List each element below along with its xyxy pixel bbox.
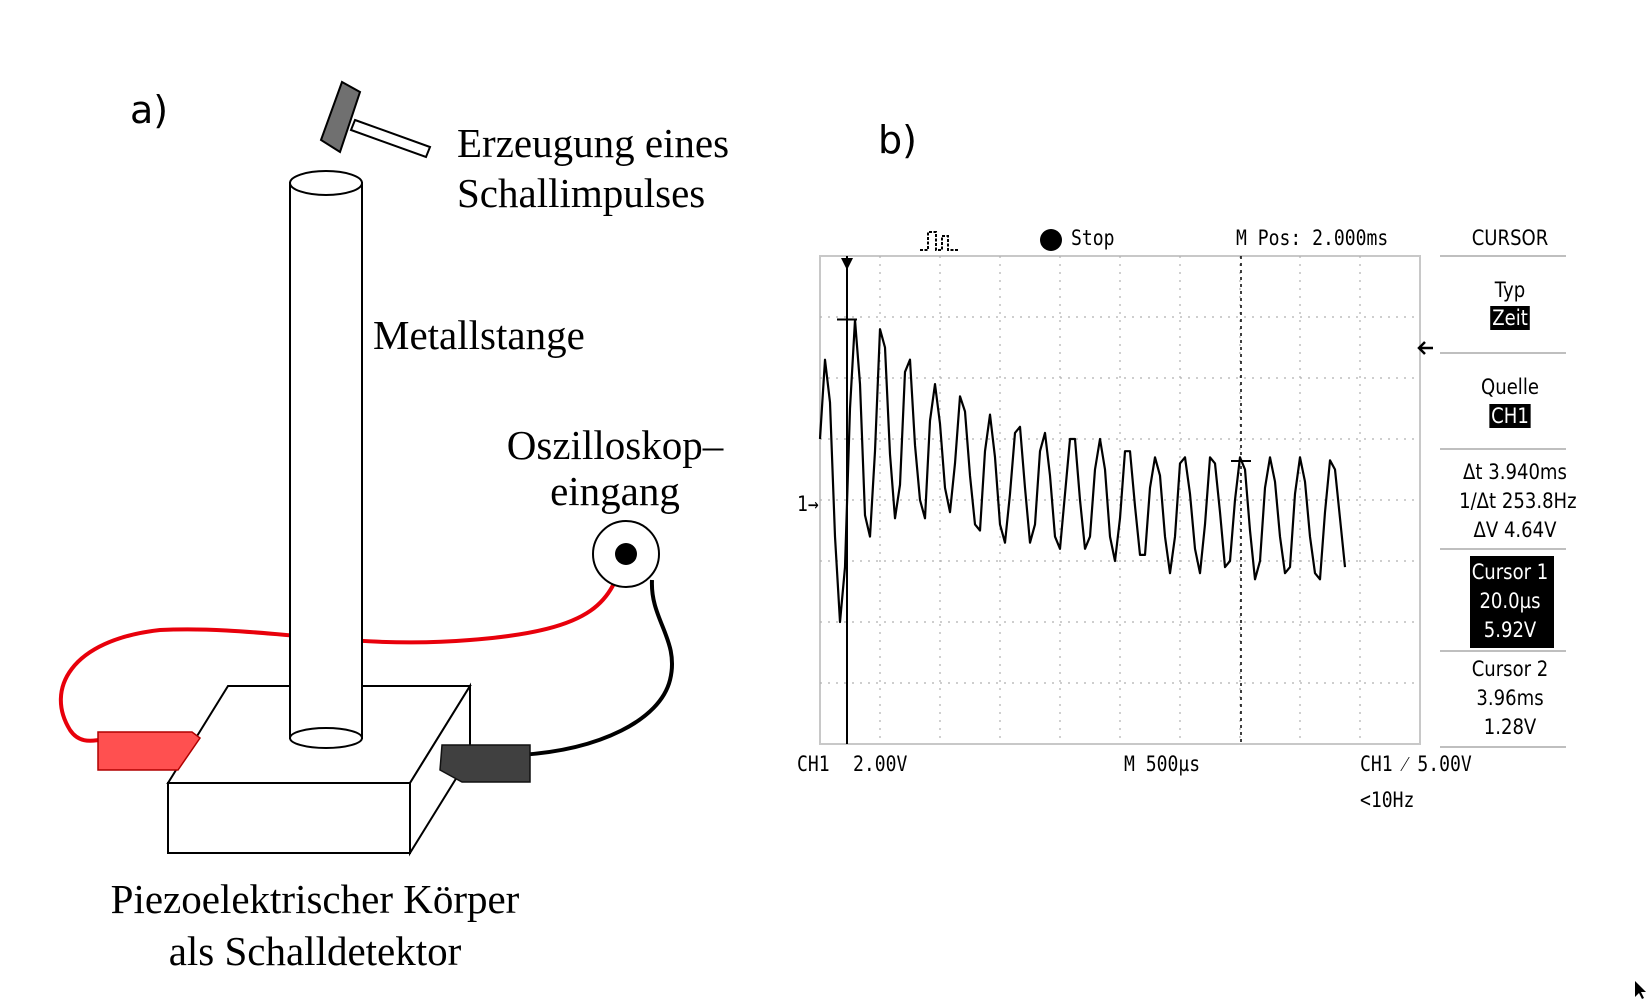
panel-b-letter: b)	[878, 118, 917, 162]
pulse-icon	[920, 231, 958, 251]
cursor1-volt: 5.92V	[1483, 618, 1537, 642]
mouse-pointer-icon	[1635, 981, 1646, 999]
cursor1-title: Cursor 1	[1471, 560, 1549, 584]
acquisition-state: Stop	[1071, 226, 1115, 250]
metal-rod	[289, 170, 363, 749]
cursor1-box[interactable]	[1470, 556, 1554, 648]
type-value[interactable]: Zeit	[1490, 306, 1530, 330]
hammer-label-line1: Erzeugung eines	[457, 120, 730, 166]
trigger-position-marker	[841, 258, 853, 270]
red-cable	[58, 554, 627, 743]
piezo-label-line2: als Schalldetektor	[168, 928, 462, 974]
menu-separator	[1440, 650, 1566, 652]
channel-scale: 2.00V	[853, 752, 908, 776]
panel-a-letter: a)	[130, 88, 169, 132]
stop-icon	[1040, 229, 1062, 251]
delta-t-readout: Δt 3.940ms	[1463, 460, 1567, 484]
menu-separator	[1440, 746, 1566, 748]
source-label: Quelle	[1481, 375, 1539, 399]
waveform-trace	[818, 318, 1347, 624]
cursor1-time: 20.0µs	[1479, 589, 1541, 613]
type-label: Typ	[1494, 278, 1526, 302]
horizontal-position: M Pos: 2.000ms	[1236, 226, 1389, 250]
apparatus-diagram	[58, 80, 674, 857]
trigger-level-marker	[1417, 341, 1433, 355]
timebase-readout: M 500µs	[1124, 752, 1201, 776]
source-value[interactable]: CH1	[1489, 404, 1531, 428]
oscilloscope-input-label-line1: Oszilloskop–	[506, 422, 724, 468]
channel-label: CH1	[797, 752, 830, 776]
delta-v-readout: ΔV 4.64V	[1473, 518, 1557, 542]
red-clip	[97, 731, 202, 771]
black-clip	[439, 744, 531, 783]
rod-label: Metallstange	[373, 312, 585, 358]
oscilloscope-input-label-line2: eingang	[550, 468, 680, 514]
inverse-delta-t-readout: 1/Δt 253.8Hz	[1459, 489, 1577, 513]
cursor2-time: 3.96ms	[1476, 686, 1544, 710]
trigger-frequency: <10Hz	[1360, 788, 1415, 812]
cursor2-title: Cursor 2	[1471, 657, 1549, 681]
hammer-icon	[319, 80, 432, 159]
scope-graticule	[818, 255, 1421, 745]
black-cable	[519, 579, 674, 757]
menu-separator	[1440, 352, 1566, 354]
menu-separator	[1440, 548, 1566, 550]
ground-marker: 1→	[797, 492, 819, 516]
cursor2-volt: 1.28V	[1483, 715, 1537, 739]
piezo-label-line1: Piezoelektrischer Körper	[110, 876, 520, 922]
hammer-label-line2: Schallimpulses	[457, 170, 706, 216]
menu-title: CURSOR	[1471, 226, 1549, 250]
trigger-readout: CH1 ⁄ 5.00V	[1360, 752, 1472, 776]
menu-separator	[1440, 255, 1566, 257]
menu-separator	[1440, 448, 1566, 450]
